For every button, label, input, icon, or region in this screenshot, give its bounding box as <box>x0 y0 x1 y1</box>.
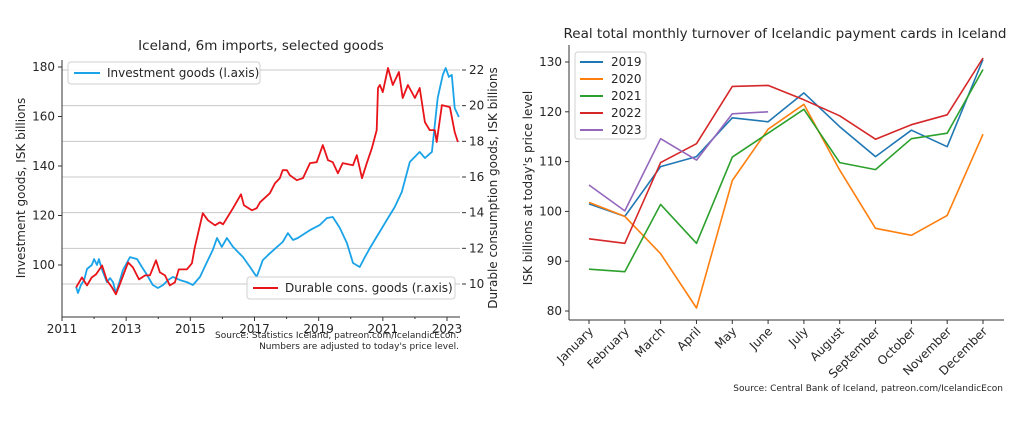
imports-series <box>75 67 460 296</box>
y2-tick-label: 18 <box>469 134 484 148</box>
legend-investment-goods: Investment goods (l.axis) <box>67 61 261 85</box>
y-tick-label: 120 <box>539 105 562 119</box>
series-2020-line <box>588 103 984 309</box>
y-tick-label: 130 <box>539 55 562 69</box>
y2-tick-label: 16 <box>469 170 484 184</box>
card-turnover-source: Source: Central Bank of Iceland, patreon… <box>733 384 1003 394</box>
y-tick-label: 90 <box>547 254 562 268</box>
y-tick-label: 140 <box>32 159 55 173</box>
imports-y-axis-label: Investment goods, ISK billions <box>14 98 28 279</box>
legend-label-2023: 2023 <box>611 123 642 137</box>
series-2021-line <box>588 69 984 273</box>
x-tick-label: July <box>785 324 811 350</box>
y2-tick-label: 10 <box>469 277 484 291</box>
x-tick-label: 2011 <box>47 322 78 336</box>
x-tick-label: 2023 <box>432 322 463 336</box>
series-durable-goods-line <box>75 67 459 296</box>
card-turnover-y-ticks: 80 90 100 110 120 130 <box>539 55 569 318</box>
x-tick-label: June <box>746 324 775 353</box>
y2-tick-label: 22 <box>469 63 484 77</box>
series-investment-goods-line <box>75 67 460 294</box>
y-tick-label: 120 <box>32 209 55 223</box>
imports-chart-title: Iceland, 6m imports, selected goods <box>138 38 384 54</box>
legend-label-investment: Investment goods (l.axis) <box>107 66 259 80</box>
x-tick-label: 2017 <box>239 322 270 336</box>
card-turnover-chart: Real total monthly turnover of Icelandic… <box>521 26 1006 394</box>
card-turnover-y-axis-label: ISK billions at today's price level <box>521 91 535 285</box>
series-2019-line <box>588 59 984 218</box>
x-tick-label: May <box>712 324 739 351</box>
y-tick-label: 100 <box>539 204 562 218</box>
series-2023-line <box>588 111 769 212</box>
y-tick-label: 110 <box>539 155 562 169</box>
x-tick-label: 2015 <box>175 322 206 336</box>
card-turnover-legend: 2019 2020 2021 2022 2023 <box>574 51 647 140</box>
imports-gridlines <box>62 69 460 285</box>
legend-box <box>246 276 456 300</box>
imports-x-ticks: 2011 2013 2015 2017 2019 2021 2023 <box>47 317 463 336</box>
legend-label-2020: 2020 <box>611 72 642 86</box>
legend-box <box>67 61 261 85</box>
legend-box <box>574 51 647 140</box>
legend-label-durable: Durable cons. goods (r.axis) <box>285 281 453 295</box>
card-turnover-series <box>588 57 984 309</box>
y2-tick-label: 20 <box>469 99 484 113</box>
imports-y-ticks: 100 120 140 160 180 <box>32 60 62 272</box>
y-tick-label: 80 <box>547 304 562 318</box>
imports-y2-axis-label: Durable consumption goods, ISK billions <box>486 67 500 309</box>
imports-chart: Iceland, 6m imports, selected goods 2011… <box>14 38 500 352</box>
x-tick-label: 2019 <box>303 322 334 336</box>
legend-durable-goods: Durable cons. goods (r.axis) <box>246 276 456 300</box>
x-tick-label: March <box>632 324 668 360</box>
imports-y2-ticks: 10 12 14 16 18 20 22 <box>462 63 484 291</box>
y2-tick-label: 12 <box>469 241 484 255</box>
y2-tick-label: 14 <box>469 206 484 220</box>
legend-label-2021: 2021 <box>611 89 642 103</box>
y-tick-label: 100 <box>32 258 55 272</box>
legend-label-2022: 2022 <box>611 106 642 120</box>
x-tick-label: 2021 <box>368 322 399 336</box>
y-tick-label: 180 <box>32 60 55 74</box>
x-tick-label: April <box>674 324 703 353</box>
legend-label-2019: 2019 <box>611 55 642 69</box>
imports-source-line-2: Numbers are adjusted to today's price le… <box>259 342 459 352</box>
series-2022-line <box>588 57 984 245</box>
card-turnover-chart-title: Real total monthly turnover of Icelandic… <box>564 26 1007 42</box>
imports-source-line-1: Source: Statistics Iceland, patreon.com/… <box>215 331 459 341</box>
x-tick-label: 2013 <box>111 322 142 336</box>
y-tick-label: 160 <box>32 110 55 124</box>
